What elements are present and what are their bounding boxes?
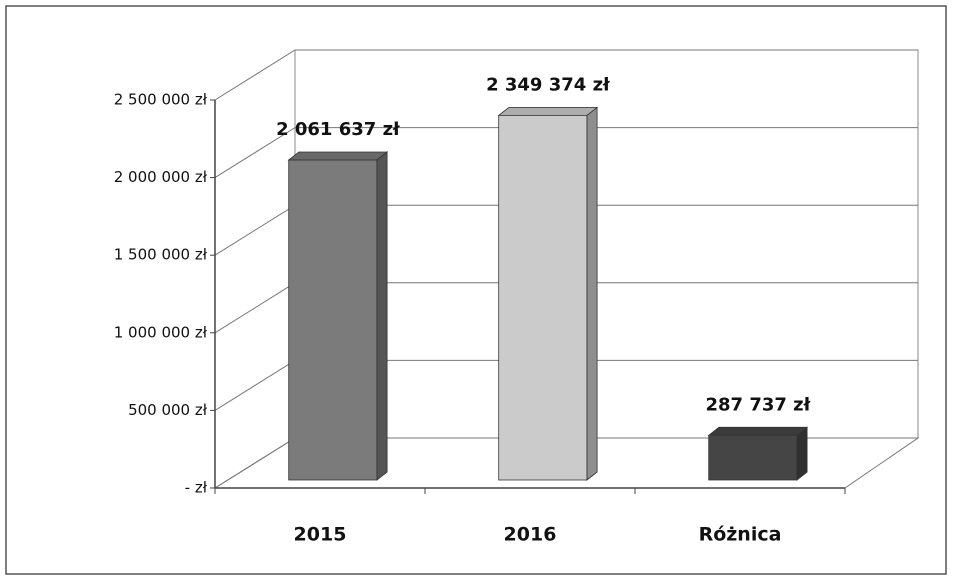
bar <box>708 434 798 481</box>
bar-side <box>586 106 598 481</box>
value-label: 287 737 zł <box>705 394 811 415</box>
bar-side <box>376 151 388 481</box>
x-tick-label: 2015 <box>294 524 347 546</box>
y-tick-label: 2 500 000 zł <box>114 91 208 109</box>
bar-side <box>796 426 808 481</box>
bar-top <box>287 151 389 161</box>
x-tick-label: Różnica <box>699 524 782 546</box>
back-wall <box>294 49 919 439</box>
value-label: 2 349 374 zł <box>486 74 611 95</box>
bar-top <box>497 107 599 116</box>
grid-line <box>214 49 918 101</box>
y-tick-label: 2 000 000 zł <box>114 168 208 186</box>
y-tick-label: - zł <box>185 479 208 497</box>
y-tick-label: 1 000 000 zł <box>114 323 208 341</box>
y-tick-label: 1 500 000 zł <box>114 246 208 264</box>
value-label: 2 061 637 zł <box>276 119 401 140</box>
bar <box>288 159 378 481</box>
bar-top <box>707 426 809 436</box>
bar <box>498 114 588 481</box>
x-tick-label: 2016 <box>504 524 557 546</box>
y-tick-label: 500 000 zł <box>128 401 208 419</box>
grid-line <box>214 127 918 179</box>
